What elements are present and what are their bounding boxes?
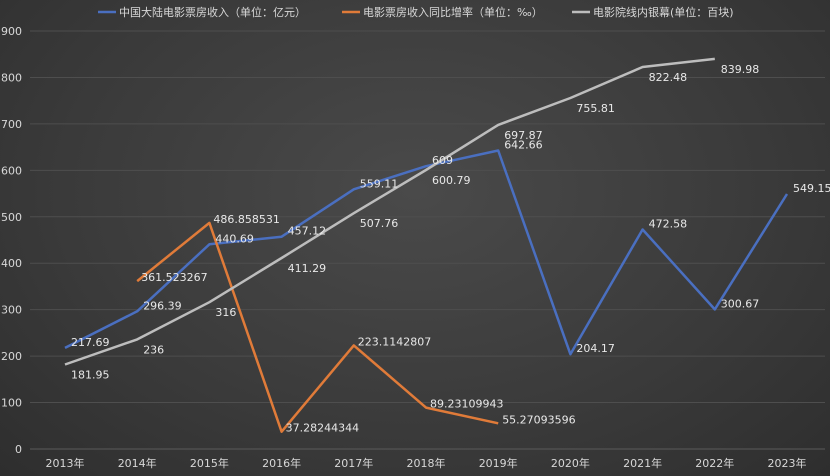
y-tick-label: 600 <box>1 164 22 177</box>
y-tick-label: 200 <box>1 350 22 363</box>
data-label: 361.523267 <box>141 271 207 284</box>
x-axis: 2013年 2014年 2015年 2016年 2017年 2018年 2019年 2020年… <box>46 456 807 470</box>
data-label: 236 <box>143 343 164 356</box>
data-label: 486.858531 <box>213 213 279 226</box>
gridlines <box>30 30 825 450</box>
data-label: 507.76 <box>360 217 399 230</box>
y-tick-label: 500 <box>1 211 22 224</box>
data-label: 755.81 <box>576 102 615 115</box>
x-tick-label: 2023年 <box>768 456 807 470</box>
series-line-2 <box>136 221 499 433</box>
x-tick-label: 2015年 <box>190 456 229 470</box>
x-tick-label: 2013年 <box>46 456 85 470</box>
y-tick-label: 300 <box>1 304 22 317</box>
x-tick-label: 2019年 <box>479 456 518 470</box>
data-label: 300.67 <box>721 297 760 310</box>
data-label: 204.17 <box>576 342 615 355</box>
y-tick-label: 0 <box>15 443 22 456</box>
data-label: 37.28244344 <box>286 422 359 435</box>
data-label: 559.11 <box>360 177 399 190</box>
legend: 中国大陆电影票房收入（单位：亿元） 电影票房收入同比增率（单位：‰） 电影院线内银幕… <box>98 5 734 19</box>
data-label: 609 <box>432 154 453 167</box>
data-label: 600.79 <box>432 174 471 187</box>
data-label: 642.66 <box>504 139 543 152</box>
x-tick-label: 2020年 <box>551 456 590 470</box>
legend-entry: 中国大陆电影票房收入（单位：亿元） <box>119 5 306 19</box>
x-tick-label: 2016年 <box>262 456 301 470</box>
data-label: 822.48 <box>649 71 688 84</box>
data-label: 181.95 <box>71 368 110 381</box>
data-label: 296.39 <box>143 299 182 312</box>
data-label: 440.69 <box>215 232 254 245</box>
series-line-3 <box>64 57 715 366</box>
data-label: 411.29 <box>288 262 327 275</box>
data-label: 839.98 <box>721 63 760 76</box>
series-lines <box>64 57 789 433</box>
data-label: 316 <box>215 306 236 319</box>
data-label: 697.87 <box>504 129 543 142</box>
y-tick-label: 800 <box>1 71 22 84</box>
x-tick-label: 2022年 <box>695 456 734 470</box>
data-label: 55.27093596 <box>502 413 575 426</box>
legend-entry: 电影票房收入同比增率（单位：‰） <box>363 5 543 19</box>
legend-entry: 电影院线内银幕(单位：百块) <box>593 5 734 19</box>
y-axis: 0 100 200 300 400 500 600 700 800 900 <box>1 25 22 456</box>
data-label: 217.69 <box>71 336 110 349</box>
data-label: 457.12 <box>288 225 327 238</box>
data-label: 472.58 <box>649 218 688 231</box>
y-tick-label: 900 <box>1 25 22 38</box>
x-tick-label: 2017年 <box>334 456 373 470</box>
data-label: 549.15 <box>793 182 830 195</box>
data-label: 223.1142807 <box>358 335 431 348</box>
y-tick-label: 100 <box>1 397 22 410</box>
data-label: 89.23109943 <box>430 398 503 411</box>
y-tick-label: 400 <box>1 257 22 270</box>
x-tick-label: 2014年 <box>118 456 157 470</box>
x-tick-label: 2018年 <box>407 456 446 470</box>
y-tick-label: 700 <box>1 118 22 131</box>
x-tick-label: 2021年 <box>623 456 662 470</box>
data-labels: 217.69 296.39 440.69 457.12 559.11 609 642.66 2… <box>71 63 830 435</box>
